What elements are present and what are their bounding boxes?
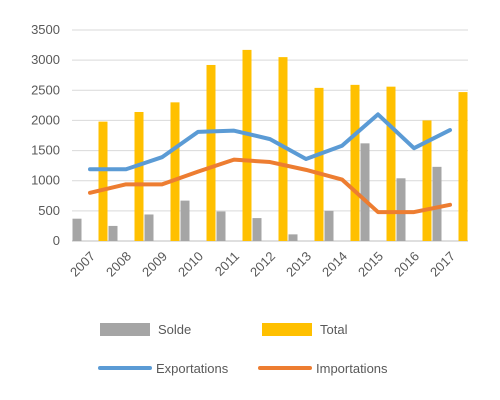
x-tick-label: 2013 [283,249,314,280]
legend-label-importations: Importations [316,361,388,376]
legend-swatch-solde [100,323,150,336]
series-line-importations [88,157,452,215]
x-tick-label: 2011 [212,249,242,279]
x-tick-label: 2016 [391,249,422,280]
y-tick-label: 2500 [31,82,60,97]
bar-solde-2011 [216,211,226,241]
bar-total-2009 [170,102,180,241]
bar-solde-2017 [432,166,442,241]
x-tick-label: 2015 [355,249,386,280]
y-tick-label: 0 [53,233,60,248]
bar-solde-2015 [360,143,370,241]
x-tick-label: 2012 [247,249,278,280]
legend-label-total: Total [320,322,348,337]
y-tick-label: 3000 [31,52,60,67]
bar-total-2017 [458,92,468,241]
bar-total-2007 [98,121,108,241]
series-line-exportations [88,112,452,172]
bars [72,49,468,241]
bar-solde-2009 [144,214,154,241]
bar-solde-2014 [324,210,334,241]
legend-label-solde: Solde [158,322,191,337]
bar-solde-2010 [180,200,190,241]
bar-solde-2012 [252,218,262,241]
bar-total-2013 [314,87,324,241]
bar-solde-2013 [288,234,298,241]
bar-total-2008 [134,111,144,241]
legend: Solde Total Exportations Importations [98,322,388,376]
y-axis: 0 500 1000 1500 2000 2500 3000 3500 [31,22,60,248]
y-tick-label: 500 [38,203,60,218]
y-tick-label: 3500 [31,22,60,37]
x-axis: 2007 2008 2009 2010 2011 2012 2013 2014 2015 2016… [67,249,458,280]
x-tick-label: 2017 [427,249,458,280]
legend-label-exportations: Exportations [156,361,229,376]
y-tick-label: 1000 [31,173,60,188]
x-tick-label: 2014 [319,249,350,280]
bar-total-2012 [278,57,288,241]
x-tick-label: 2010 [175,249,206,280]
bar-total-2015 [386,86,396,241]
y-tick-label: 1500 [31,143,60,158]
bar-solde-2016 [396,178,406,241]
bar-solde-2008 [108,225,118,241]
x-tick-label: 2009 [139,249,170,280]
gridlines [72,29,468,242]
bar-total-2016 [422,120,432,241]
x-tick-label: 2007 [67,249,98,280]
y-tick-label: 2000 [31,112,60,127]
bar-solde-2007 [72,218,82,241]
bar-total-2011 [242,49,252,241]
lines [88,112,452,215]
bar-total-2014 [350,84,360,241]
bar-total-2010 [206,64,216,241]
legend-swatch-total [262,323,312,336]
x-tick-label: 2008 [103,249,134,280]
